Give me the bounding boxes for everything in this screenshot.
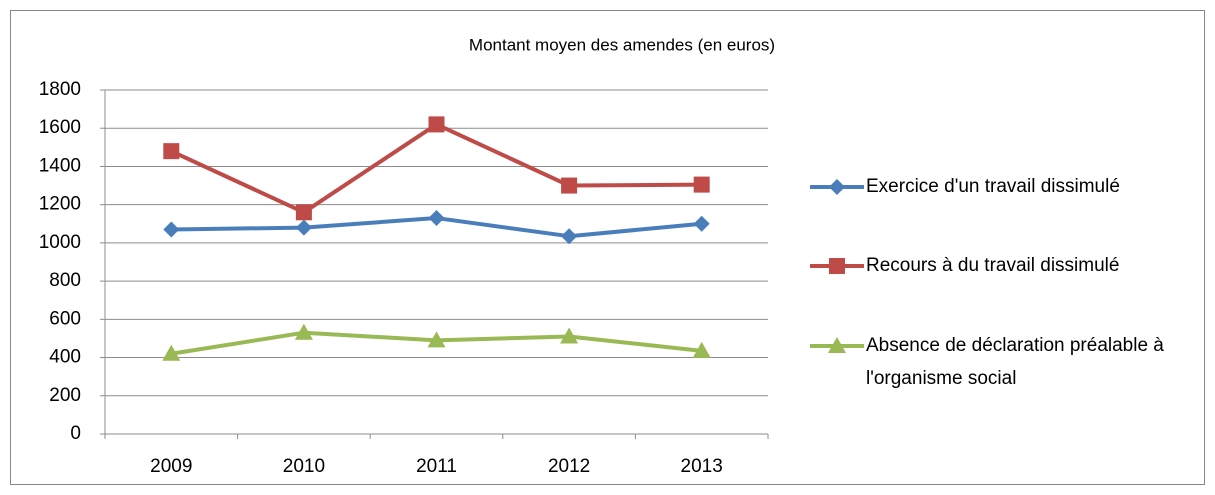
y-tick-label: 1600: [39, 117, 81, 138]
legend-icon: [810, 179, 864, 195]
legend-label: Absence de déclaration préalable à l'org…: [866, 335, 1164, 389]
y-tick-label: 600: [49, 308, 81, 329]
legend-item: Absence de déclaration préalable à l'org…: [808, 329, 1201, 395]
marker: [693, 176, 710, 193]
x-tick-label: 2011: [416, 456, 457, 477]
marker: [162, 344, 181, 361]
x-tick-label: 2010: [283, 456, 325, 477]
y-tick-label: 1400: [39, 155, 81, 176]
chart-title: Montant moyen des amendes (en euros): [469, 35, 775, 54]
y-tick-label: 800: [49, 270, 81, 291]
y-tick-label: 1000: [39, 232, 81, 253]
marker: [692, 341, 711, 358]
marker: [561, 228, 578, 245]
marker: [427, 331, 446, 348]
x-tick-label: 2013: [681, 456, 723, 477]
marker: [828, 337, 846, 353]
marker: [295, 219, 312, 236]
chart-frame: [10, 10, 1205, 485]
marker: [428, 116, 445, 133]
marker: [294, 323, 313, 340]
x-tick-label: 2009: [150, 456, 192, 477]
legend-item: Exercice d'un travail dissimulé: [808, 170, 1201, 203]
marker: [428, 210, 445, 227]
legend-item: Recours à du travail dissimulé: [808, 249, 1201, 282]
y-tick-label: 0: [70, 423, 81, 444]
marker: [561, 177, 578, 194]
legend-label: Recours à du travail dissimulé: [866, 255, 1120, 276]
legend-icon: [810, 337, 864, 353]
marker: [560, 327, 579, 344]
marker: [693, 215, 710, 232]
legend-label: Exercice d'un travail dissimulé: [866, 176, 1120, 197]
marker: [163, 143, 180, 160]
y-tick-label: 1800: [39, 79, 81, 100]
marker: [295, 204, 312, 221]
marker: [163, 221, 180, 238]
y-tick-label: 400: [49, 347, 81, 368]
marker: [829, 179, 845, 195]
marker: [829, 258, 845, 274]
legend-icon: [810, 258, 864, 274]
x-tick-label: 2012: [548, 456, 590, 477]
y-tick-label: 1200: [39, 194, 81, 215]
y-tick-label: 200: [49, 385, 81, 406]
